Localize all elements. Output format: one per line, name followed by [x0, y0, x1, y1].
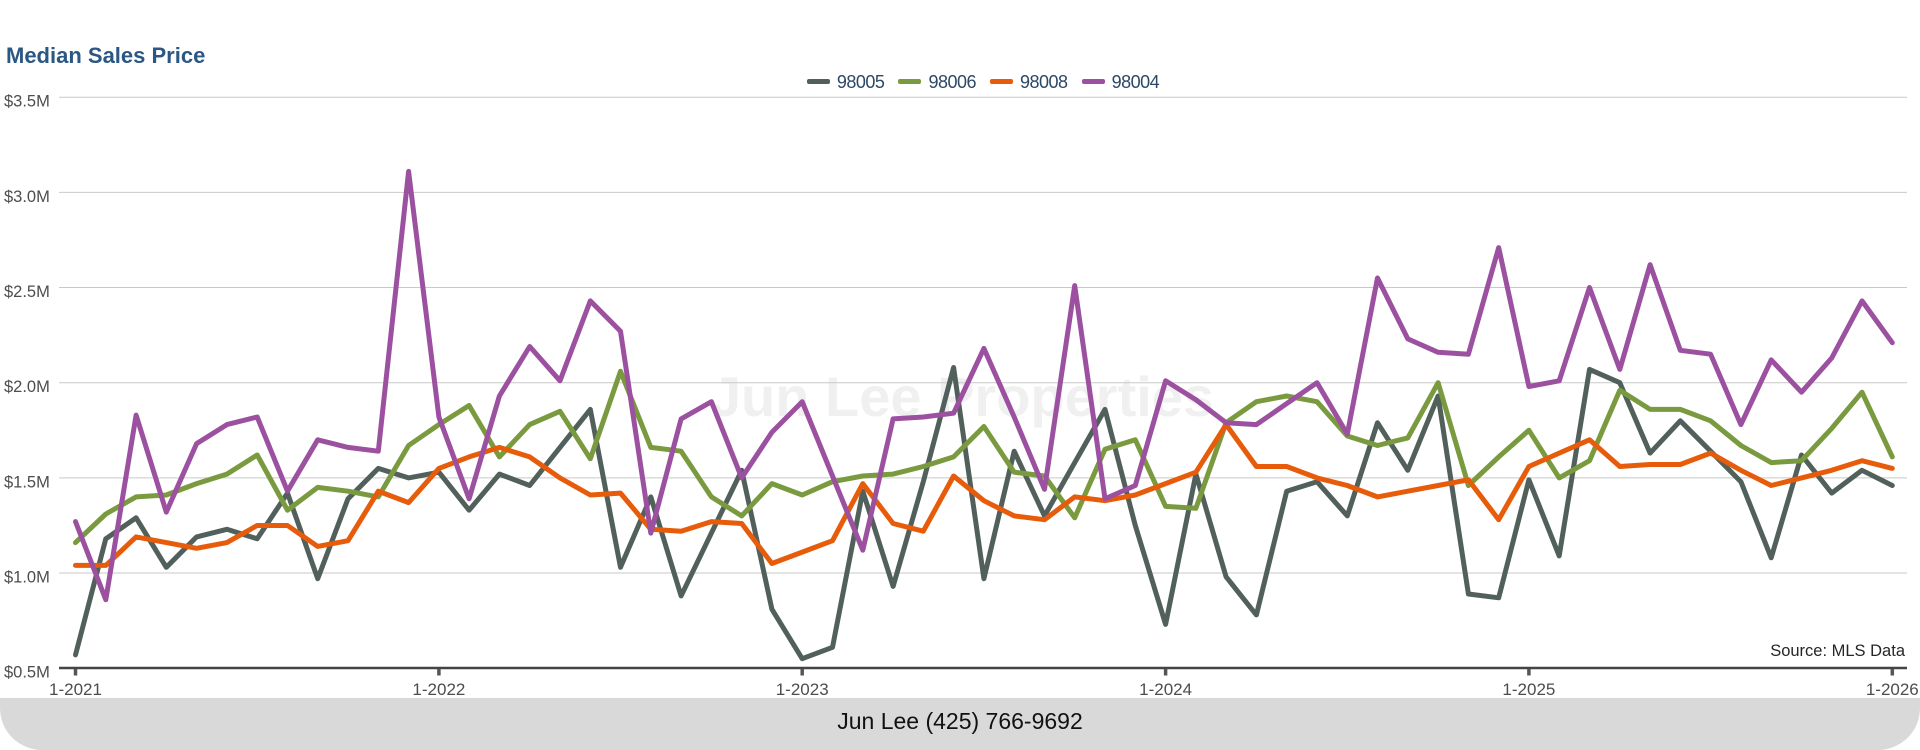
svg-text:$3.5M: $3.5M — [4, 93, 50, 111]
svg-text:1-2024: 1-2024 — [1139, 680, 1192, 699]
svg-text:$0.5M: $0.5M — [4, 664, 50, 682]
svg-text:$1.5M: $1.5M — [4, 473, 50, 491]
svg-text:1-2025: 1-2025 — [1502, 680, 1555, 699]
svg-text:1-2026: 1-2026 — [1866, 680, 1919, 699]
svg-text:1-2022: 1-2022 — [412, 680, 465, 699]
svg-text:1-2021: 1-2021 — [49, 680, 102, 699]
svg-text:$1.0M: $1.0M — [4, 569, 50, 587]
svg-text:$3.0M: $3.0M — [4, 188, 50, 206]
svg-text:$2.0M: $2.0M — [4, 378, 50, 396]
svg-text:$2.5M: $2.5M — [4, 283, 50, 301]
svg-text:1-2023: 1-2023 — [776, 680, 829, 699]
svg-text:Source: MLS Data: Source: MLS Data — [1770, 642, 1906, 660]
